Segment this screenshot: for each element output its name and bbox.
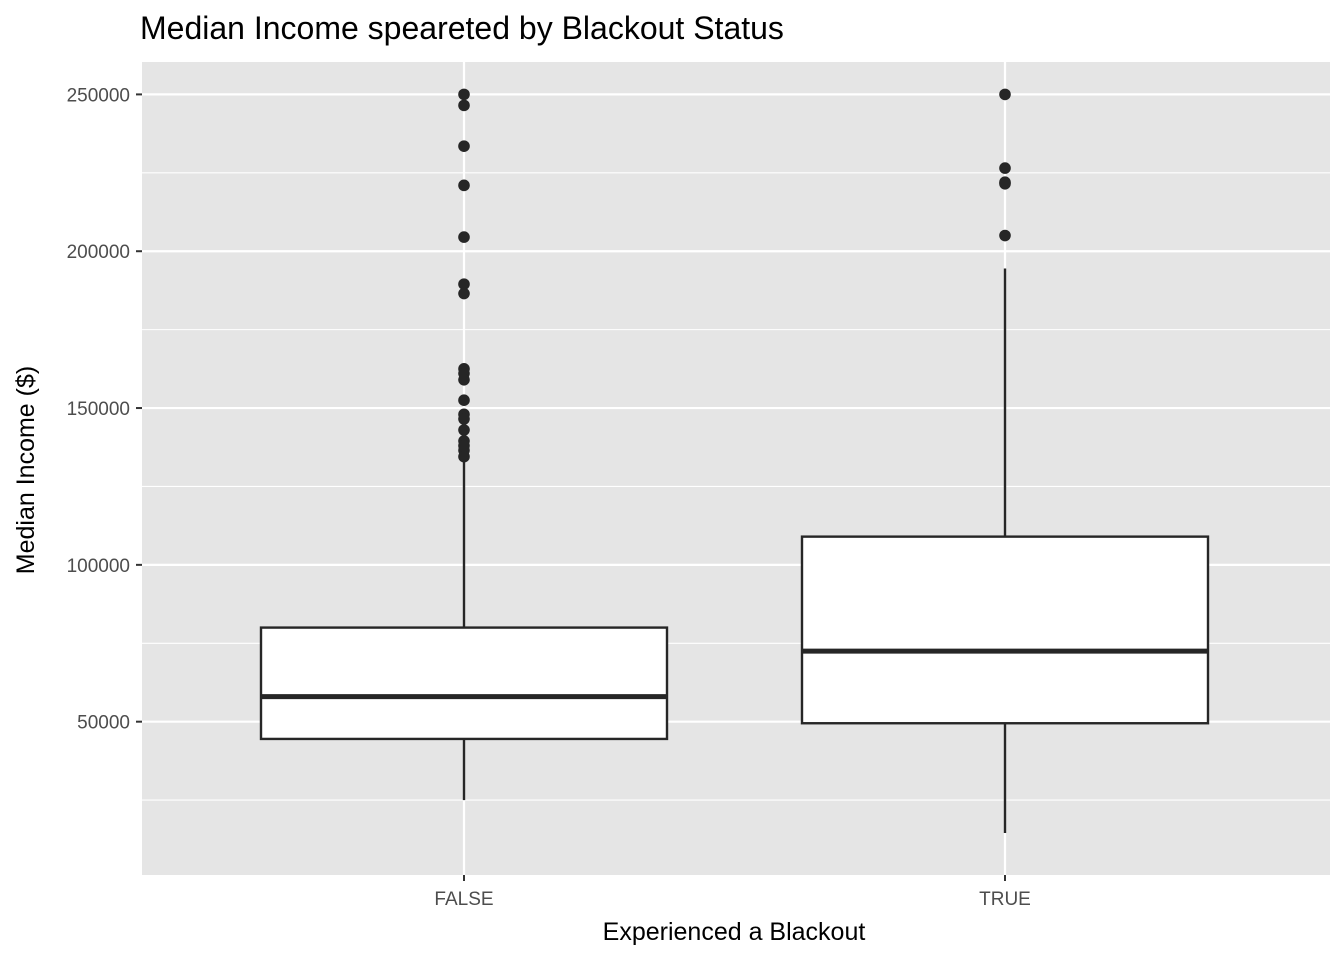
outlier-point: [458, 99, 470, 112]
box-true: [800, 88, 1210, 834]
outlier-point: [458, 231, 470, 243]
boxes: [259, 88, 1210, 834]
outlier-point: [999, 88, 1011, 101]
outlier-point: [458, 278, 470, 290]
outlier-point: [458, 394, 470, 406]
axes: 50000 100000 150000 200000 250000 FALSE TRUE: [67, 85, 1031, 910]
y-tick-label: 200000: [67, 242, 130, 263]
outlier-point: [458, 140, 470, 152]
outlier-point: [458, 374, 470, 386]
outlier-point: [458, 413, 470, 425]
y-axis-title: Median Income ($): [12, 366, 40, 574]
x-axis-title: Experienced a Blackout: [603, 918, 866, 946]
plot-panel: [142, 62, 1330, 875]
outlier-point: [999, 162, 1011, 174]
y-tick-label: 250000: [67, 85, 130, 106]
outlier-point: [458, 424, 470, 436]
outlier-point: [999, 229, 1011, 242]
outlier-point: [458, 287, 470, 300]
outlier-point: [458, 88, 470, 101]
plot-background: [142, 62, 1330, 875]
box-false: [259, 88, 669, 801]
y-tick-label: 100000: [67, 556, 130, 577]
box-iqr: [800, 535, 1210, 725]
outlier-point: [458, 450, 470, 463]
y-tick-label: 150000: [67, 399, 130, 420]
x-tick-label: FALSE: [434, 889, 493, 910]
y-tick-label: 50000: [77, 713, 130, 734]
outlier-point: [458, 179, 470, 192]
outlier-point: [999, 177, 1011, 190]
x-tick-label: TRUE: [979, 889, 1031, 910]
chart-title: Median Income speareted by Blackout Stat…: [140, 10, 784, 46]
box-iqr: [259, 626, 669, 741]
